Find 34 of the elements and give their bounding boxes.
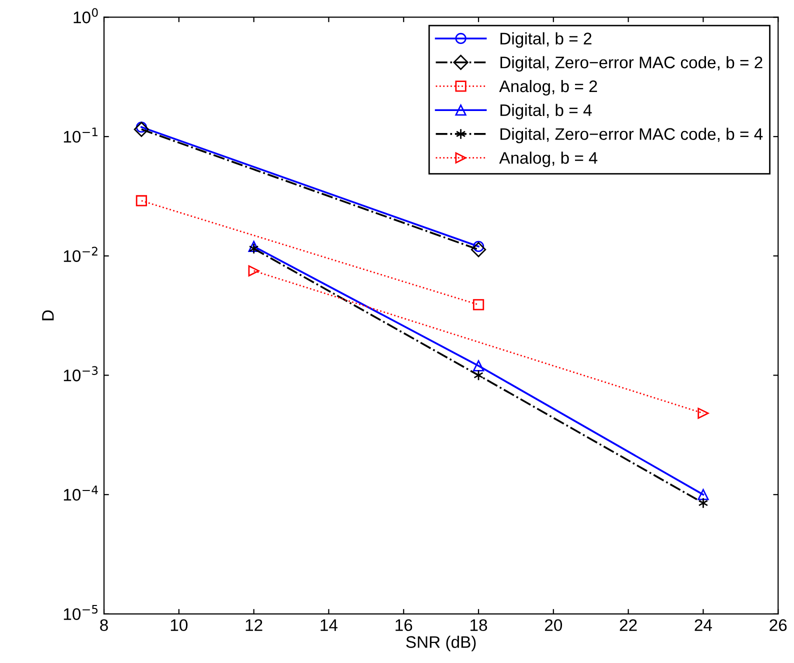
point (472, 299, 484, 310)
x-tick-label: 18 (470, 619, 488, 632)
legend-label: Analog, b = 2 (499, 80, 597, 96)
point (698, 489, 709, 500)
x-axis-title: SNR (dB) (406, 636, 476, 652)
legend-label: Digital, b = 2 (500, 32, 592, 48)
legend-label: Analog, b = 4 (499, 152, 598, 168)
x-tick-label: 14 (320, 619, 338, 631)
x-tick-label: 12 (246, 619, 262, 631)
legend-label: Digital, Zero−error MAC code, b = 2 (500, 56, 762, 72)
point (248, 240, 260, 252)
y-tick-label: 10$^{−1}$ (64, 128, 98, 143)
y-tick-label: 10$^{0}$ (74, 8, 98, 24)
point (470, 242, 486, 258)
point (248, 265, 260, 276)
y-tick-label: 10$^{−2}$ (64, 246, 98, 262)
point (136, 195, 148, 206)
x-tick-label: 20 (544, 619, 562, 632)
x-tick-label: 8 (100, 619, 108, 632)
y-tick-label: 10$^{−3}$ (64, 366, 98, 382)
x-tick-label: 24 (694, 619, 712, 631)
x-tick-label: 26 (770, 619, 787, 632)
point (698, 408, 709, 419)
x-tick-label: 10 (170, 619, 188, 632)
point (134, 122, 150, 137)
legend-label: Digital, Zero−error MAC code, b = 4 (500, 128, 763, 144)
y-tick-label: 10$^{−4}$ (64, 486, 98, 501)
point (472, 360, 484, 372)
point (698, 497, 708, 509)
x-tick-label: 16 (396, 619, 412, 632)
y-axis-title: D (42, 310, 54, 320)
y-tick-label: 10$^{−5}$ (64, 604, 98, 620)
x-tick-label: 22 (620, 619, 637, 631)
legend-label: Digital, b = 4 (500, 104, 592, 120)
